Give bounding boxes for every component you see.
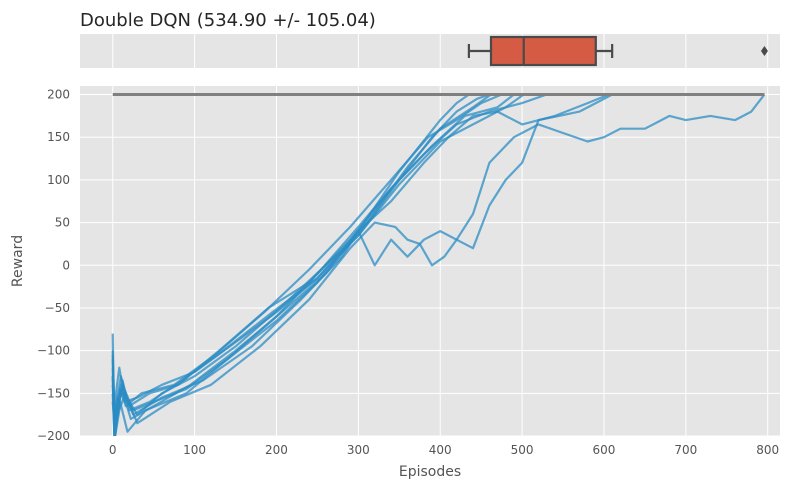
box-plot [467, 35, 768, 67]
y-tick-label: 0 [62, 258, 70, 272]
x-axis-label: Episodes [399, 464, 461, 480]
chart-title: Double DQN (534.90 +/- 105.04) [80, 10, 376, 31]
y-tick-label: 200 [47, 88, 70, 102]
y-tick-label: −200 [37, 429, 70, 443]
reward-series-line [111, 93, 490, 433]
y-tick-label: 50 [55, 216, 70, 230]
y-tick-label: −50 [45, 301, 70, 315]
x-tick-label: 800 [756, 443, 779, 457]
y-tick-labels: −200 −150 −100 −50 0 50 100 150 200 [37, 88, 70, 443]
reward-plot-panel: 0 100 200 300 400 500 600 700 800 −200−150−100−5… [10, 86, 780, 480]
x-tick-label: 100 [183, 443, 206, 457]
y-tick-label: 100 [47, 173, 70, 187]
box-iqr [489, 35, 597, 67]
box-plot-panel [80, 34, 780, 68]
box-plot-background [80, 34, 780, 68]
reward-series-line [111, 93, 766, 436]
x-tick-label: 700 [674, 443, 697, 457]
x-tick-label: 400 [429, 443, 452, 457]
x-tick-label: 200 [265, 443, 288, 457]
x-tick-label: 300 [347, 443, 370, 457]
y-tick-label: −150 [37, 386, 70, 400]
reward-series [111, 93, 766, 436]
x-tick-label: 500 [511, 443, 534, 457]
y-tick-label: 150 [47, 130, 70, 144]
x-tick-label: 600 [593, 443, 616, 457]
y-tick-label: −100 [37, 344, 70, 358]
reward-series-line [111, 93, 503, 436]
box-outlier-marker [760, 46, 768, 56]
box-outliers [760, 46, 768, 56]
reward-series-line [111, 93, 613, 436]
x-tick-label: 0 [109, 443, 117, 457]
x-tick-labels: 0 100 200 300 400 500 600 700 800 [109, 443, 779, 457]
y-axis-label: Reward [10, 235, 26, 287]
